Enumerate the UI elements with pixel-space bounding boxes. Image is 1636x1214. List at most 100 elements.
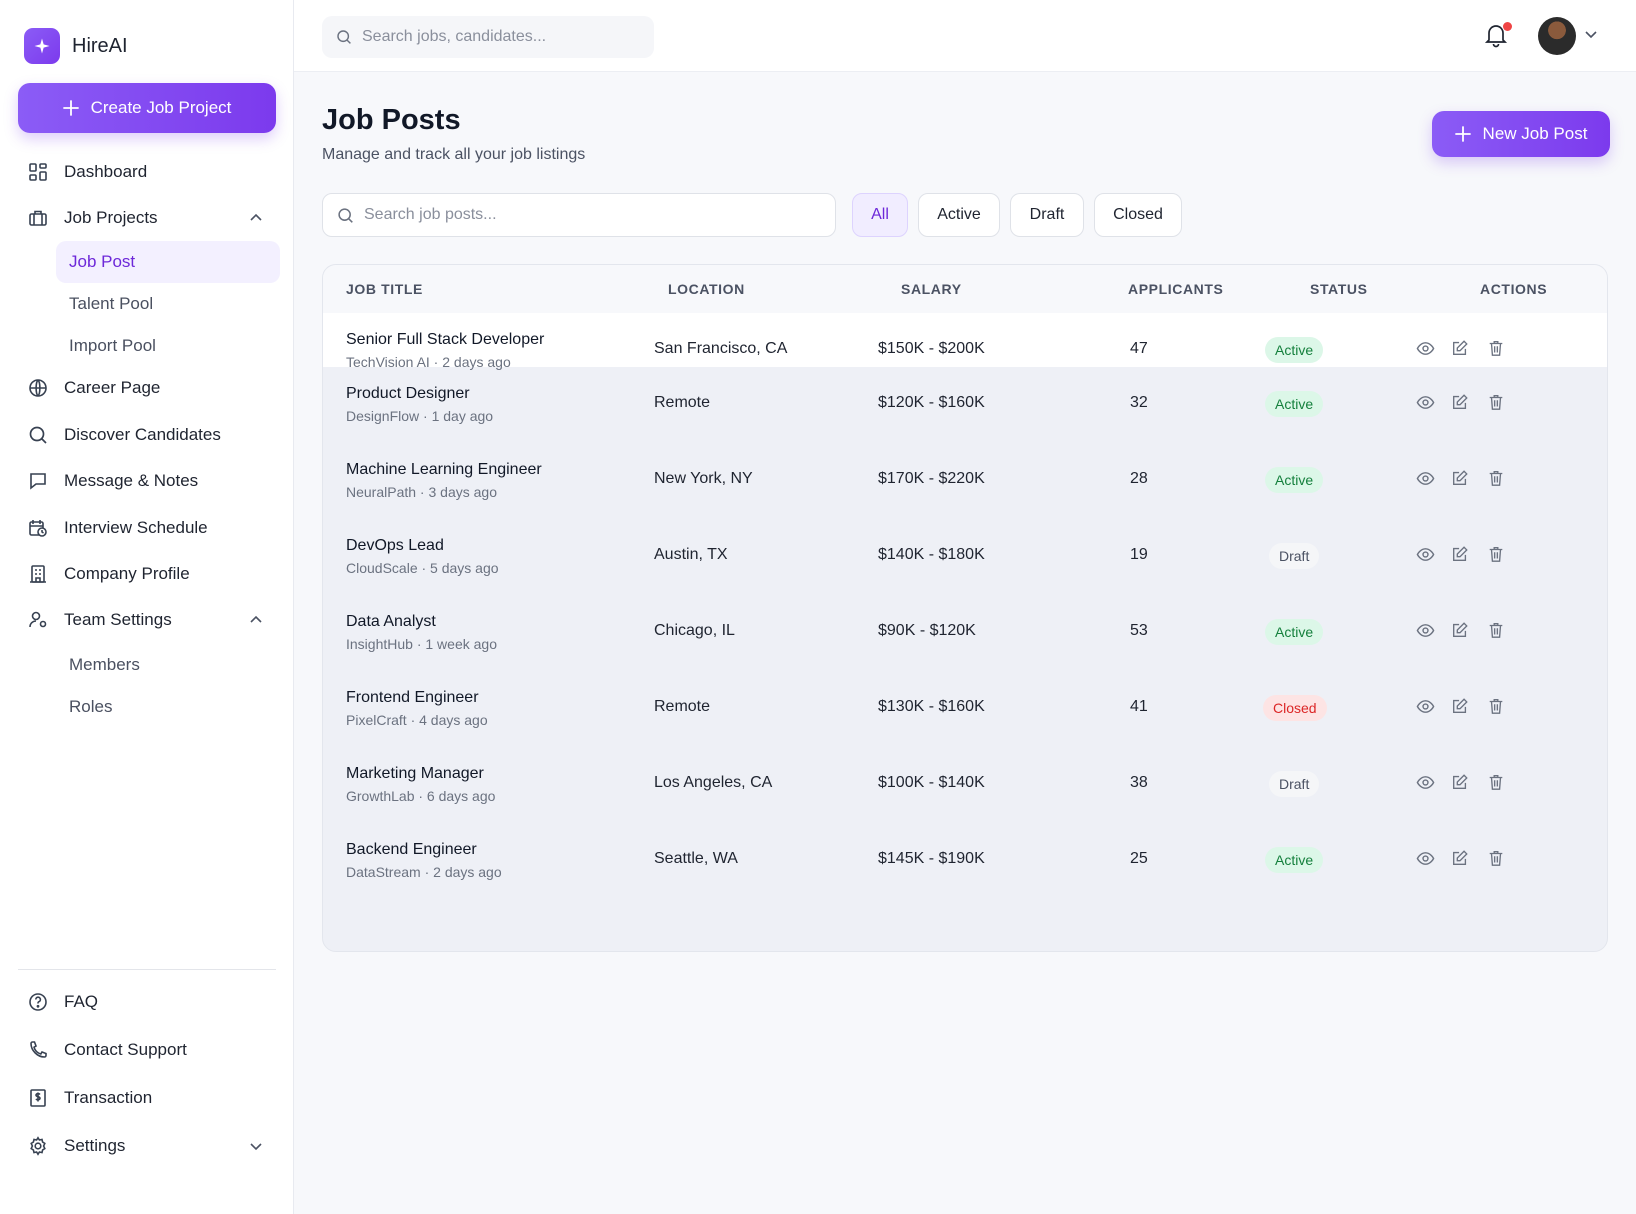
view-icon[interactable] — [1415, 772, 1435, 792]
table-row[interactable]: Backend Engineer DataStream · 2 days ago S… — [323, 823, 1607, 899]
job-company-meta: DesignFlow · 1 day ago — [346, 408, 494, 424]
edit-icon[interactable] — [1450, 338, 1470, 358]
sidebar-item-label: Dashboard — [64, 162, 148, 181]
chevron-up-icon[interactable] — [246, 610, 266, 630]
avatar[interactable] — [1538, 17, 1576, 55]
column-header-salary[interactable]: SALARY — [901, 281, 962, 297]
table-row[interactable]: DevOps Lead CloudScale · 5 days ago Austin… — [323, 519, 1607, 595]
table-row[interactable]: Machine Learning Engineer NeuralPath · 3 … — [323, 443, 1607, 519]
job-applicants: 41 — [1130, 698, 1148, 715]
view-icon[interactable] — [1415, 848, 1435, 868]
page-subtitle: Manage and track all your job listings — [322, 146, 586, 163]
delete-icon[interactable] — [1486, 772, 1506, 792]
delete-icon[interactable] — [1486, 468, 1506, 488]
job-company-meta: CloudScale · 5 days ago — [346, 560, 499, 576]
edit-icon[interactable] — [1450, 772, 1470, 792]
create-job-project-button[interactable]: Create Job Project — [18, 83, 276, 133]
delete-icon[interactable] — [1486, 338, 1506, 358]
view-icon[interactable] — [1415, 392, 1435, 412]
edit-icon[interactable] — [1450, 696, 1470, 716]
sidebar-subitem-talent-pool[interactable]: Talent Pool — [69, 294, 154, 313]
sidebar-subitem-import-pool[interactable]: Import Pool — [69, 336, 156, 355]
filter-closed[interactable]: Closed — [1094, 193, 1182, 237]
column-header-status[interactable]: STATUS — [1310, 281, 1368, 297]
edit-icon[interactable] — [1450, 392, 1470, 412]
chevron-up-icon[interactable] — [246, 208, 266, 228]
job-company-meta: DataStream · 2 days ago — [346, 864, 502, 880]
job-salary: $140K - $180K — [878, 546, 985, 563]
chevron-down-icon[interactable] — [1584, 27, 1602, 45]
building-icon — [26, 562, 50, 586]
delete-icon[interactable] — [1486, 848, 1506, 868]
job-title[interactable]: Marketing Manager — [346, 765, 484, 782]
column-header-job-title[interactable]: JOB TITLE — [346, 281, 423, 297]
table-row[interactable]: Data Analyst InsightHub · 1 week ago Chica… — [323, 595, 1607, 671]
sidebar-item-career-page[interactable]: Career Page — [26, 368, 276, 408]
column-header-location[interactable]: LOCATION — [668, 281, 745, 297]
notification-bell-icon[interactable] — [1484, 22, 1512, 50]
job-title[interactable]: Machine Learning Engineer — [346, 461, 542, 478]
job-title[interactable]: Senior Full Stack Developer — [346, 331, 545, 348]
main-content: Job Posts Manage and track all your job … — [294, 72, 1636, 1214]
job-salary: $145K - $190K — [878, 850, 985, 867]
edit-icon[interactable] — [1450, 620, 1470, 640]
status-badge: Draft — [1269, 771, 1320, 797]
edit-icon[interactable] — [1450, 468, 1470, 488]
job-location: Remote — [654, 394, 711, 411]
delete-icon[interactable] — [1486, 696, 1506, 716]
delete-icon[interactable] — [1486, 544, 1506, 564]
view-icon[interactable] — [1415, 544, 1435, 564]
grid-icon — [26, 160, 50, 184]
sidebar-subitem-members[interactable]: Members — [69, 655, 140, 674]
sidebar-item-company-profile[interactable]: Company Profile — [26, 554, 276, 594]
sidebar-item-dashboard[interactable]: Dashboard — [26, 152, 276, 192]
job-title[interactable]: Backend Engineer — [346, 841, 477, 858]
status-badge: Active — [1265, 619, 1324, 645]
sidebar-subitem-job-post[interactable]: Job Post — [56, 241, 280, 283]
filter-draft[interactable]: Draft — [1010, 193, 1084, 237]
new-job-post-button[interactable]: New Job Post — [1432, 111, 1610, 157]
sidebar-item-job-projects[interactable]: Job Projects — [26, 198, 276, 238]
table-row[interactable]: Frontend Engineer PixelCraft · 4 days ago… — [323, 671, 1607, 747]
edit-icon[interactable] — [1450, 544, 1470, 564]
sidebar-item-label: Message & Notes — [64, 471, 199, 490]
sidebar-item-faq[interactable]: FAQ — [26, 982, 276, 1022]
job-title[interactable]: Frontend Engineer — [346, 689, 479, 706]
view-icon[interactable] — [1415, 620, 1435, 640]
sidebar-item-discover-candidates[interactable]: Discover Candidates — [26, 415, 276, 455]
sidebar-item-label: Interview Schedule — [64, 518, 208, 537]
global-search-placeholder: Search jobs, candidates... — [362, 28, 547, 45]
job-salary: $120K - $160K — [878, 394, 985, 411]
table-row[interactable]: Product Designer DesignFlow · 1 day ago Re… — [323, 367, 1607, 443]
brand[interactable]: HireAI — [24, 28, 128, 64]
sidebar-item-settings[interactable]: Settings — [26, 1126, 276, 1166]
filter-active[interactable]: Active — [918, 193, 1000, 237]
sidebar-item-transaction[interactable]: Transaction — [26, 1078, 276, 1118]
filter-all[interactable]: All — [852, 193, 908, 237]
plus-icon — [62, 100, 79, 116]
edit-icon[interactable] — [1450, 848, 1470, 868]
job-posts-table: JOB TITLE LOCATION SALARY APPLICANTS STA… — [322, 264, 1608, 952]
global-search-input[interactable]: Search jobs, candidates... — [322, 16, 654, 58]
job-applicants: 25 — [1130, 850, 1148, 867]
table-row[interactable]: Senior Full Stack Developer TechVision AI… — [323, 313, 1607, 370]
chevron-down-icon[interactable] — [246, 1136, 266, 1156]
sidebar-item-contact-support[interactable]: Contact Support — [26, 1030, 276, 1070]
sidebar-item-interview-schedule[interactable]: Interview Schedule — [26, 508, 276, 548]
view-icon[interactable] — [1415, 338, 1435, 358]
delete-icon[interactable] — [1486, 392, 1506, 412]
job-title[interactable]: DevOps Lead — [346, 537, 444, 554]
delete-icon[interactable] — [1486, 620, 1506, 640]
sidebar-item-team-settings[interactable]: Team Settings — [26, 600, 276, 640]
sparkle-logo-icon — [24, 28, 60, 64]
view-icon[interactable] — [1415, 696, 1435, 716]
search-icon — [338, 207, 353, 223]
sidebar-item-message-notes[interactable]: Message & Notes — [26, 461, 276, 501]
job-post-search-input[interactable]: Search job posts... — [322, 193, 836, 237]
view-icon[interactable] — [1415, 468, 1435, 488]
job-title[interactable]: Product Designer — [346, 385, 470, 402]
table-row[interactable]: Marketing Manager GrowthLab · 6 days ago L… — [323, 747, 1607, 823]
sidebar-subitem-roles[interactable]: Roles — [69, 697, 113, 716]
job-title[interactable]: Data Analyst — [346, 613, 436, 630]
column-header-applicants[interactable]: APPLICANTS — [1128, 281, 1224, 297]
